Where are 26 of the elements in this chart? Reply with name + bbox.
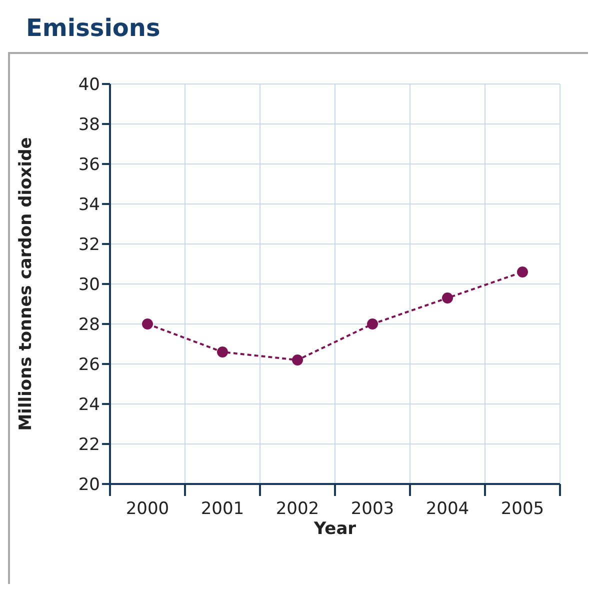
point xyxy=(442,292,453,304)
x-tick-label: 2003 xyxy=(350,499,394,519)
chart-title: Emissions xyxy=(8,8,588,54)
y-tick-label: 22 xyxy=(78,435,100,456)
x-tick-label: 2005 xyxy=(500,499,544,519)
x-tick-label: 2004 xyxy=(426,499,470,519)
y-tick-label: 20 xyxy=(78,475,100,496)
y-tick-label: 32 xyxy=(78,235,100,256)
x-axis-title: Year xyxy=(312,519,357,539)
y-tick-label: 26 xyxy=(78,355,100,376)
y-tick-label: 28 xyxy=(78,315,100,336)
point xyxy=(142,318,153,330)
point xyxy=(292,354,303,366)
y-tick-label: 40 xyxy=(78,75,100,96)
y-tick-label: 34 xyxy=(78,195,100,216)
x-tick-label: 2000 xyxy=(126,499,170,519)
y-tick-label: 30 xyxy=(78,275,100,296)
point xyxy=(517,266,528,278)
point xyxy=(217,346,228,358)
y-axis-title: Millions tonnes cardon dioxide xyxy=(16,137,36,431)
y-tick-label: 38 xyxy=(78,115,100,136)
x-tick-label: 2001 xyxy=(200,499,244,519)
point xyxy=(367,318,378,330)
x-tick-label: 2002 xyxy=(276,499,320,519)
y-tick-label: 36 xyxy=(78,155,100,176)
y-tick-label: 24 xyxy=(78,395,100,416)
